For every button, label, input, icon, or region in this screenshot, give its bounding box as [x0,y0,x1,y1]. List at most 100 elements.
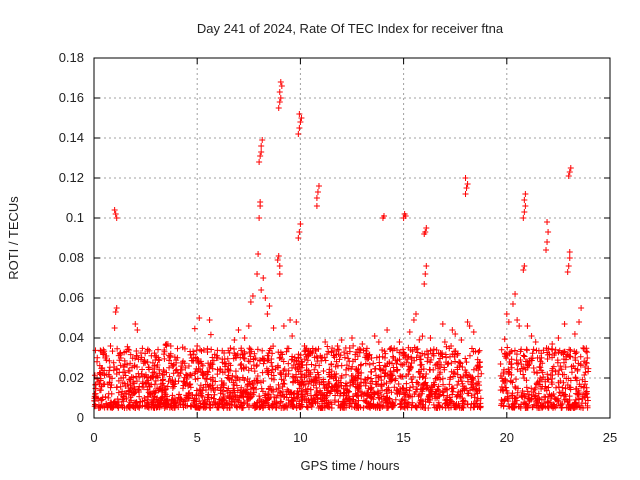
data-point [439,375,446,382]
data-point [443,397,450,404]
data-point [533,380,540,387]
data-point [435,387,442,394]
data-point [290,390,297,397]
data-point [352,390,359,397]
data-point [414,349,421,356]
data-point [474,403,481,410]
data-point [144,386,151,393]
data-point [455,389,462,396]
data-point [330,347,337,354]
data-point [338,362,345,369]
data-point [139,345,146,352]
data-point [198,348,205,355]
data-point [270,325,277,331]
data-point [352,398,359,405]
data-point [436,393,443,400]
data-point [466,352,473,359]
data-point [257,153,264,159]
data-point [417,404,424,411]
data-point [470,329,477,335]
data-point [155,346,162,353]
x-tick-label: 20 [500,430,514,445]
data-point [427,347,434,354]
data-point [105,394,112,401]
data-point [476,359,483,365]
data-point [386,375,393,382]
data-point [311,366,318,373]
data-point [574,367,581,374]
data-point [206,364,213,371]
data-point [522,393,529,400]
data-point [463,185,470,191]
data-point [172,367,179,374]
data-point [109,404,116,411]
y-tick-label: 0.14 [59,130,84,145]
data-point [547,399,554,406]
data-point [497,372,504,379]
data-point [582,363,589,370]
data-point [198,369,205,376]
data-point [390,401,397,408]
data-point [408,354,415,361]
data-point [191,325,198,332]
data-point [123,348,130,355]
data-point [540,403,547,410]
data-point [150,397,157,404]
data-point [514,366,521,373]
data-point [337,379,344,386]
data-point [174,345,181,352]
data-point [415,380,422,387]
data-point [299,397,306,404]
data-point [572,386,579,393]
data-point [354,353,361,360]
data-point [582,400,589,407]
data-point [145,364,152,371]
data-point [341,354,348,361]
data-point [360,397,367,404]
data-point [512,383,519,390]
data-point [249,293,256,299]
data-point [133,378,140,385]
data-point [584,355,591,361]
data-point [542,378,549,385]
data-point [573,377,580,384]
data-point [380,213,387,219]
data-point [208,346,215,353]
data-point [520,401,527,408]
data-point [381,348,388,355]
data-point [450,373,457,380]
data-point [379,346,386,353]
data-point [196,315,203,321]
data-point [521,197,528,203]
data-point [153,354,160,361]
data-point [428,356,435,363]
data-point [504,390,511,397]
data-point [329,383,336,390]
data-point [296,125,303,131]
data-point [288,356,295,363]
data-point [298,115,305,121]
data-point [259,347,266,354]
data-point [120,398,127,405]
data-point [562,385,569,392]
data-point [557,402,564,409]
data-point [111,207,118,213]
data-point [536,355,543,361]
data-point [260,360,267,367]
data-point [574,391,581,398]
data-point [169,385,176,392]
data-point [391,402,398,409]
data-point [126,376,133,383]
data-point [425,396,432,403]
data-point [172,399,179,406]
data-point [269,350,276,357]
data-point [322,357,329,364]
data-point [121,390,128,397]
data-point [451,370,458,377]
data-point [471,394,478,401]
data-point [468,384,475,391]
data-point [194,368,201,375]
data-point [561,396,568,403]
data-point [449,327,456,334]
data-point [301,343,308,349]
